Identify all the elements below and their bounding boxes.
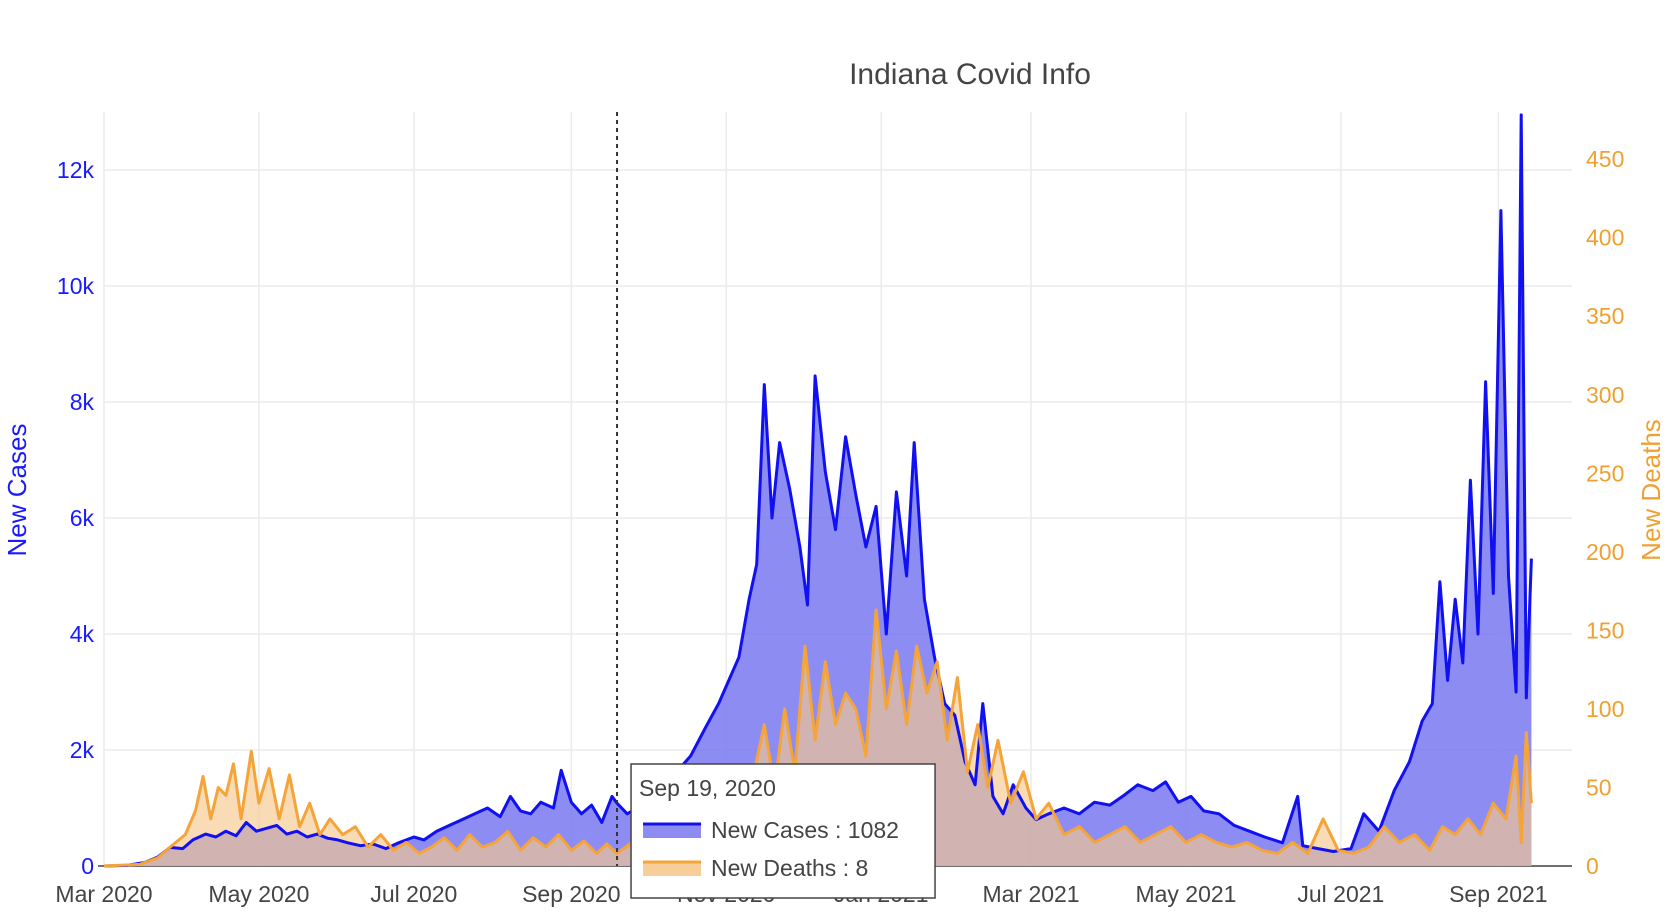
- hover-tooltip: Sep 19, 2020 New Cases : 1082 New Deaths :…: [630, 763, 936, 899]
- y-axis-left-title: New Cases: [2, 424, 32, 557]
- series-line-new-deaths: [103, 608, 1533, 868]
- x-tick-label: Sep 2021: [1449, 881, 1547, 907]
- x-tick-label: Jul 2021: [1297, 881, 1384, 907]
- hover-row-text: New Cases : 1082: [711, 817, 899, 843]
- y-right-tick-label: 300: [1586, 382, 1624, 408]
- y-left-tick-label: 12k: [57, 157, 95, 183]
- y-right-tick-label: 200: [1586, 539, 1624, 565]
- y-left-tick-label: 4k: [70, 621, 95, 647]
- plot-area[interactable]: [103, 113, 1533, 868]
- y-axis-left: 0 2k 4k 6k 8k 10k 12k: [57, 157, 95, 879]
- y-right-tick-label: 150: [1586, 617, 1624, 643]
- y-right-tick-label: 450: [1586, 146, 1624, 172]
- x-tick-label: May 2020: [208, 881, 309, 907]
- y-right-tick-label: 400: [1586, 225, 1624, 251]
- x-tick-label: May 2021: [1135, 881, 1236, 907]
- y-axis-right-title: New Deaths: [1636, 419, 1666, 561]
- chart-title: Indiana Covid Info: [849, 58, 1091, 91]
- x-tick-label: Mar 2020: [55, 881, 152, 907]
- x-tick-label: Sep 2020: [522, 881, 620, 907]
- hover-swatch-fill: [643, 862, 702, 876]
- hover-date: Sep 19, 2020: [639, 775, 776, 801]
- hover-swatch-fill: [643, 824, 702, 838]
- series-line-new-cases: [103, 113, 1533, 868]
- x-tick-label: Mar 2021: [982, 881, 1079, 907]
- series-fill-new-deaths: [104, 610, 1532, 866]
- y-left-tick-label: 10k: [57, 273, 95, 299]
- y-left-tick-label: 8k: [70, 389, 95, 415]
- y-axis-right: 0 50 100 150 200 250 300 350 400 450: [1586, 146, 1624, 879]
- y-right-tick-label: 50: [1586, 774, 1612, 800]
- hover-row-text: New Deaths : 8: [711, 855, 868, 881]
- y-left-tick-label: 6k: [70, 505, 95, 531]
- y-right-tick-label: 0: [1586, 853, 1599, 879]
- series-fill-new-cases: [104, 114, 1532, 866]
- y-right-tick-label: 350: [1586, 303, 1624, 329]
- y-left-tick-label: 2k: [70, 737, 95, 763]
- y-right-tick-label: 250: [1586, 460, 1624, 486]
- x-tick-label: Jul 2020: [370, 881, 457, 907]
- y-right-tick-label: 100: [1586, 696, 1624, 722]
- y-left-tick-label: 0: [81, 853, 94, 879]
